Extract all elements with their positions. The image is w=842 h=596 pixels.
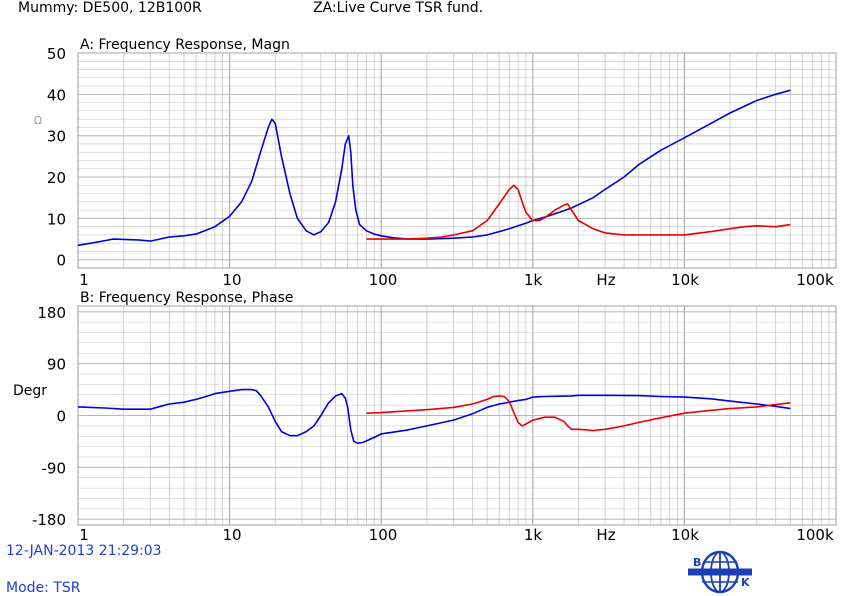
y-tick-label: 40	[47, 86, 66, 104]
y-tick-label: 180	[37, 304, 66, 322]
x-tick-label: 10	[222, 271, 241, 289]
x-tick-label: 100	[369, 526, 398, 544]
y-axis-label: Degr	[13, 383, 47, 399]
globe-icon	[688, 550, 752, 594]
x-tick-label: Hz	[596, 271, 615, 289]
y-tick-label: -180	[32, 511, 66, 529]
x-tick-label: 1	[79, 271, 89, 289]
y-tick-label: -90	[42, 459, 67, 477]
panel-title: B: Frequency Response, Phase	[80, 290, 294, 306]
magnitude-panel: 0 10 20 30 40 50 1 10 100 1k Hz 10k 100k A: Frequency…	[34, 37, 837, 289]
plot-frame	[77, 52, 837, 269]
mode-label: Mode: TSR	[6, 580, 81, 596]
x-tick-label: 100	[369, 271, 398, 289]
bk-logo: B K	[688, 550, 752, 594]
blue-series-line	[77, 89, 791, 247]
logo-letter-b: B	[693, 556, 701, 569]
plot-frame	[77, 305, 837, 526]
y-tick-label: 30	[47, 128, 66, 146]
x-tick-label: Hz	[596, 526, 615, 544]
x-tick-label: 10k	[671, 271, 699, 289]
y-tick-label: 0	[56, 252, 66, 270]
y-tick-label: 20	[47, 169, 66, 187]
blue-series-line	[77, 388, 791, 445]
x-tick-label: 100k	[796, 271, 834, 289]
y-tick-label: 0	[56, 408, 66, 426]
red-series-line	[366, 395, 791, 432]
red-series-line	[366, 184, 791, 240]
panel-title: A: Frequency Response, Magn	[80, 37, 290, 53]
y-tick-label: 90	[47, 356, 66, 374]
header-right: ZA:Live Curve TSR fund.	[313, 0, 484, 16]
logo-letter-k: K	[741, 576, 750, 589]
x-tick-label: 1k	[524, 271, 543, 289]
timestamp: 12-JAN-2013 21:29:03	[6, 543, 162, 559]
x-tick-label: 100k	[796, 526, 834, 544]
x-tick-label: 1k	[524, 526, 543, 544]
x-tick-label: 1	[79, 526, 89, 544]
phase-panel: -180 -90 0 90 180 1 10 100 1k Hz 10k 100k B: Frequen…	[13, 290, 837, 544]
header-left: Mummy: DE500, 12B100R	[18, 0, 202, 16]
x-tick-label: 10	[222, 526, 241, 544]
y-tick-label: 10	[47, 210, 66, 228]
y-axis-label: Ω	[34, 114, 42, 127]
x-tick-label: 10k	[671, 526, 699, 544]
y-tick-label: 50	[47, 45, 66, 63]
